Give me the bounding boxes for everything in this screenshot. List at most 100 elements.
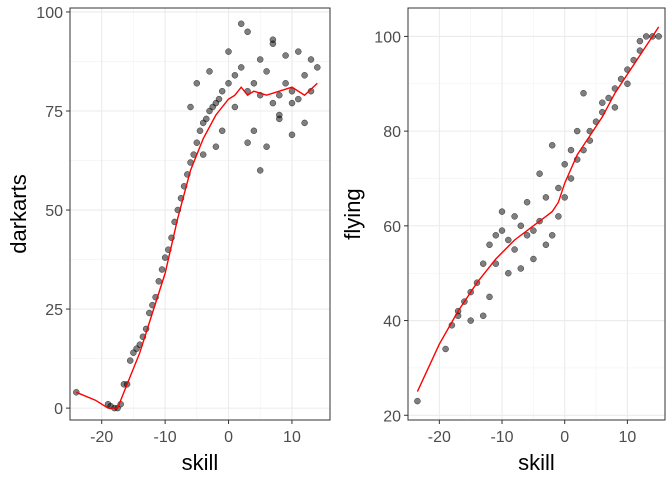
- data-point: [126, 357, 134, 364]
- data-point: [276, 91, 283, 99]
- data-point: [642, 33, 650, 40]
- data-point: [244, 139, 251, 146]
- y-tick-label: 60: [383, 219, 401, 236]
- data-point: [542, 241, 550, 249]
- data-point: [295, 48, 302, 55]
- data-point: [505, 236, 512, 244]
- data-point: [193, 139, 201, 146]
- data-point: [288, 99, 296, 107]
- y-axis-title: darkarts: [6, 174, 31, 253]
- data-point: [263, 143, 270, 150]
- smooth-line: [76, 82, 318, 409]
- y-tick-label: 100: [374, 29, 401, 46]
- y-tick-label: 20: [383, 408, 401, 425]
- data-point: [523, 198, 531, 206]
- data-point: [548, 142, 556, 149]
- y-tick-label: 50: [45, 203, 63, 220]
- data-point: [555, 213, 562, 220]
- panel-border: [407, 7, 666, 421]
- data-point: [561, 161, 568, 168]
- data-point: [580, 89, 587, 97]
- data-point: [414, 397, 421, 405]
- data-point: [479, 260, 487, 267]
- y-tick-label: 40: [383, 314, 401, 331]
- data-point: [301, 119, 308, 127]
- data-point: [523, 232, 531, 239]
- x-tick-label: -10: [490, 429, 513, 446]
- data-point: [231, 103, 239, 111]
- data-point: [486, 293, 493, 301]
- x-axis-title: skill: [518, 450, 555, 475]
- data-point: [498, 227, 506, 234]
- x-tick-label: -20: [90, 429, 113, 446]
- data-point: [218, 127, 226, 135]
- data-point: [442, 345, 449, 353]
- panel-2: -20 -10 0 10 20 40 60 80 100 skill flying: [340, 7, 666, 475]
- data-point: [573, 127, 581, 135]
- data-point: [548, 232, 556, 239]
- data-point: [282, 52, 289, 59]
- data-point: [624, 80, 631, 88]
- data-point: [212, 143, 220, 150]
- x-tick-label: 10: [618, 429, 636, 446]
- x-tick-label: 0: [560, 429, 569, 446]
- y-tick-label: 100: [36, 5, 63, 22]
- y-tick-label: 80: [383, 124, 401, 141]
- x-tick-label: -20: [428, 429, 451, 446]
- data-point: [244, 28, 251, 36]
- data-point: [517, 265, 525, 272]
- data-point: [187, 103, 194, 111]
- data-point: [511, 246, 518, 253]
- data-point: [555, 184, 562, 192]
- data-point: [636, 37, 644, 45]
- data-point: [288, 87, 296, 95]
- y-axis-title: flying: [340, 188, 365, 239]
- data-point: [295, 95, 302, 103]
- data-point: [288, 131, 296, 139]
- data-point: [492, 232, 500, 239]
- data-point: [269, 99, 277, 107]
- data-point: [237, 64, 245, 71]
- data-point: [218, 87, 226, 95]
- data-point: [250, 127, 258, 135]
- y-tick-label: 25: [45, 302, 63, 319]
- y-tick-label: 75: [45, 104, 63, 121]
- data-point: [655, 33, 662, 40]
- data-point: [611, 104, 619, 111]
- data-point: [542, 194, 550, 201]
- smooth-line: [416, 26, 660, 392]
- data-point: [225, 80, 232, 87]
- data-point: [530, 227, 537, 234]
- data-point: [567, 146, 575, 154]
- data-point: [215, 95, 223, 103]
- data-point: [206, 68, 213, 75]
- data-point: [479, 312, 487, 320]
- data-point: [599, 99, 606, 106]
- data-point: [250, 80, 258, 87]
- data-point: [256, 167, 264, 174]
- data-point: [567, 175, 575, 182]
- data-point: [263, 68, 270, 75]
- data-point: [225, 48, 232, 55]
- data-point: [467, 317, 474, 324]
- data-point: [269, 36, 277, 43]
- data-point: [161, 254, 169, 261]
- data-point: [498, 208, 506, 215]
- data-point: [237, 20, 245, 28]
- data-point: [256, 56, 264, 63]
- data-point: [511, 213, 518, 220]
- data-point: [561, 194, 568, 201]
- data-point: [193, 80, 201, 87]
- data-point: [231, 72, 239, 79]
- panel-border: [69, 7, 331, 421]
- data-point: [505, 269, 512, 277]
- data-point: [276, 115, 283, 123]
- data-point: [486, 241, 493, 249]
- data-point: [314, 64, 321, 71]
- data-point: [199, 151, 207, 158]
- y-tick-label: 0: [54, 401, 63, 418]
- x-tick-label: -10: [154, 429, 177, 446]
- data-point: [536, 170, 543, 177]
